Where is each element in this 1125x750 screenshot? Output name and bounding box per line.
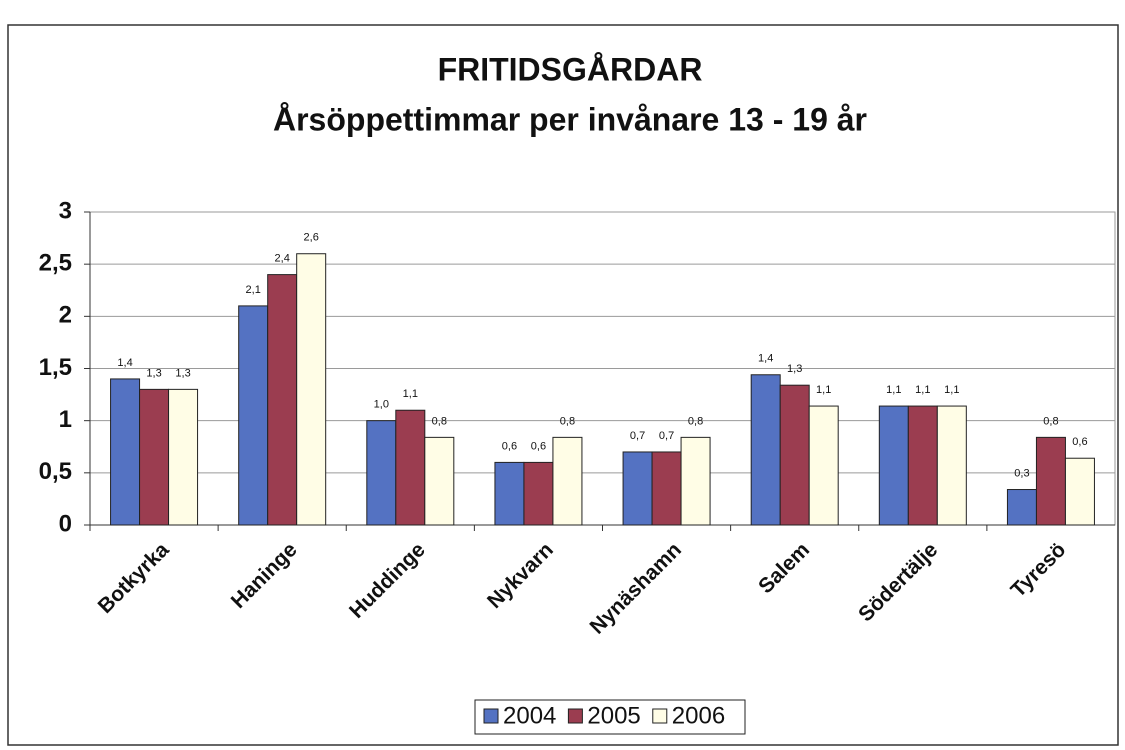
y-tick-label: 2,5 xyxy=(39,250,72,277)
legend-label: 2005 xyxy=(587,702,640,729)
value-label: 1,1 xyxy=(944,384,959,396)
bar xyxy=(110,378,141,526)
chart-frame xyxy=(7,24,1119,746)
value-label: 1,3 xyxy=(146,367,161,379)
value-label: 0,6 xyxy=(531,440,546,452)
bar xyxy=(651,451,682,526)
bar xyxy=(936,405,967,526)
value-label: 2,6 xyxy=(304,232,319,244)
value-label: 1,1 xyxy=(816,384,831,396)
value-label: 1,3 xyxy=(175,367,190,379)
value-label: 1,1 xyxy=(915,384,930,396)
value-label: 0,3 xyxy=(1014,467,1029,479)
chart-title: FRITIDSGÅRDAR xyxy=(438,51,703,87)
bar xyxy=(168,388,199,526)
legend-label: 2006 xyxy=(672,702,725,729)
bar xyxy=(878,405,909,526)
y-tick-label: 0,5 xyxy=(39,458,72,485)
bar xyxy=(267,274,298,526)
bar xyxy=(238,305,269,526)
bar xyxy=(296,253,327,526)
bar xyxy=(395,409,426,526)
value-label: 0,6 xyxy=(502,440,517,452)
bar xyxy=(494,461,525,526)
bar xyxy=(750,374,781,526)
bar xyxy=(779,384,810,526)
value-label: 0,7 xyxy=(630,430,645,442)
bar xyxy=(1035,436,1066,526)
value-label: 2,4 xyxy=(275,253,290,265)
y-tick-label: 2 xyxy=(59,302,72,329)
bar xyxy=(552,436,583,526)
legend-swatch xyxy=(652,708,668,724)
bar xyxy=(1064,457,1095,526)
value-label: 1,0 xyxy=(374,399,389,411)
y-tick-label: 1,5 xyxy=(39,354,72,381)
legend-swatch xyxy=(483,708,499,724)
value-label: 0,7 xyxy=(659,430,674,442)
y-tick-label: 3 xyxy=(59,197,72,224)
value-label: 0,8 xyxy=(560,415,575,427)
value-label: 0,6 xyxy=(1072,436,1087,448)
bar xyxy=(366,420,397,526)
bar xyxy=(622,451,653,526)
legend-label: 2004 xyxy=(503,702,556,729)
bar xyxy=(680,436,711,526)
value-label: 1,4 xyxy=(117,357,132,369)
bar xyxy=(139,388,170,526)
legend-swatch xyxy=(567,708,583,724)
bar xyxy=(523,461,554,526)
y-tick-label: 0 xyxy=(59,510,72,537)
value-label: 0,8 xyxy=(1043,415,1058,427)
value-label: 1,1 xyxy=(886,384,901,396)
value-label: 2,1 xyxy=(246,284,261,296)
y-tick-label: 1 xyxy=(59,406,72,433)
chart-subtitle: Årsöppettimmar per invånare 13 - 19 år xyxy=(273,101,867,137)
value-label: 1,1 xyxy=(403,388,418,400)
legend xyxy=(474,699,746,735)
bar xyxy=(424,436,455,526)
value-label: 1,4 xyxy=(758,353,773,365)
value-label: 0,8 xyxy=(432,415,447,427)
bar xyxy=(808,405,839,526)
value-label: 1,3 xyxy=(787,363,802,375)
bar xyxy=(1006,489,1037,526)
bar xyxy=(907,405,938,526)
value-label: 0,8 xyxy=(688,415,703,427)
